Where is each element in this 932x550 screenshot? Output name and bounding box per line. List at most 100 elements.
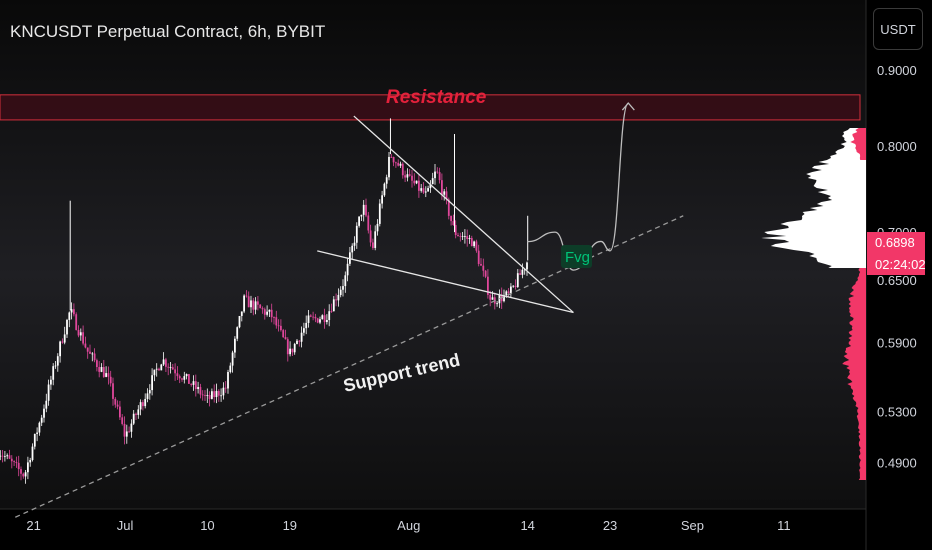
candle-body bbox=[326, 320, 328, 323]
candle-body bbox=[36, 432, 38, 434]
candle-body bbox=[512, 285, 515, 287]
candle-body bbox=[475, 241, 478, 251]
candle-body bbox=[291, 348, 294, 353]
candle-body bbox=[119, 406, 121, 418]
time-tick-label: 21 bbox=[26, 518, 40, 533]
candle-body bbox=[466, 235, 469, 240]
candle-body bbox=[63, 334, 66, 343]
candle-body bbox=[300, 332, 303, 342]
price-tick-label: 0.5900 bbox=[877, 335, 917, 350]
candle-body bbox=[70, 309, 73, 313]
candle-body bbox=[309, 315, 312, 317]
candle-body bbox=[162, 359, 165, 365]
candle-body bbox=[323, 315, 326, 323]
candle-body bbox=[137, 409, 140, 415]
candle-body bbox=[330, 311, 333, 313]
candle-body bbox=[378, 203, 381, 224]
candle-body bbox=[358, 216, 360, 226]
candle-body bbox=[121, 417, 124, 424]
price-tick-label: 0.5300 bbox=[877, 405, 917, 420]
candle-body bbox=[342, 286, 344, 290]
candle-body bbox=[369, 230, 372, 243]
candle-body bbox=[6, 455, 9, 457]
candle-body bbox=[454, 225, 457, 236]
candle-body bbox=[457, 235, 459, 237]
candle-body bbox=[353, 242, 356, 246]
candle-body bbox=[408, 174, 411, 176]
candle-body bbox=[275, 317, 278, 326]
candle-body bbox=[266, 311, 268, 315]
candle-body bbox=[385, 177, 388, 184]
candle-body bbox=[238, 315, 241, 328]
candle-body bbox=[188, 374, 190, 384]
candle-body bbox=[77, 329, 80, 336]
current-price-label: 0.6898 bbox=[867, 232, 925, 254]
candle-body bbox=[43, 408, 45, 418]
candle-body bbox=[183, 376, 186, 380]
candle-body bbox=[54, 365, 57, 367]
candle-body bbox=[155, 368, 158, 370]
candle-body bbox=[247, 296, 250, 308]
candle-body bbox=[427, 188, 429, 192]
candle-body bbox=[130, 423, 133, 432]
candle-body bbox=[411, 175, 413, 181]
triangle-trend-line bbox=[317, 250, 574, 314]
candle-body bbox=[422, 188, 425, 193]
candle-body bbox=[257, 301, 259, 305]
candle-body bbox=[441, 180, 443, 195]
candle-body bbox=[135, 413, 137, 415]
candle-body bbox=[406, 174, 409, 178]
candle-body bbox=[477, 250, 480, 264]
candle-body bbox=[374, 231, 377, 248]
resistance-zone-box bbox=[0, 94, 861, 121]
price-tick-label: 0.8000 bbox=[877, 139, 917, 154]
candle-body bbox=[100, 367, 103, 372]
candle-body bbox=[392, 157, 395, 163]
candle-body bbox=[160, 364, 163, 371]
candle-body bbox=[344, 275, 347, 287]
candle-body bbox=[86, 347, 89, 352]
resistance-label: Resistance bbox=[386, 87, 487, 108]
time-axis-labels: 21 Jul 10 19 Aug 14 23 Sep 11 bbox=[26, 518, 790, 533]
candle-body bbox=[227, 372, 229, 389]
candle-body bbox=[507, 291, 510, 293]
candle-body bbox=[105, 373, 107, 377]
candle-body bbox=[89, 351, 91, 354]
projection-arrowhead bbox=[621, 102, 635, 111]
candle-body bbox=[328, 311, 331, 321]
candle-body bbox=[171, 367, 174, 370]
candle-body bbox=[273, 317, 275, 318]
currency-selector[interactable]: USDT bbox=[873, 8, 923, 50]
candle-body bbox=[450, 215, 452, 222]
candle-body bbox=[75, 314, 78, 330]
candle-body bbox=[31, 446, 34, 460]
candle-body bbox=[284, 337, 287, 340]
time-tick-label: Sep bbox=[681, 518, 704, 533]
candle-body bbox=[169, 367, 172, 369]
candle-body bbox=[93, 353, 96, 361]
candle-body bbox=[339, 289, 342, 295]
candle-body bbox=[491, 297, 494, 300]
candle-body bbox=[303, 328, 305, 333]
candle-body bbox=[24, 472, 27, 477]
candle-body bbox=[102, 367, 105, 377]
candle-body bbox=[376, 223, 379, 232]
candle-body bbox=[73, 309, 75, 315]
candle-body bbox=[98, 367, 101, 372]
candle-body bbox=[337, 294, 340, 301]
resistance-zone bbox=[0, 94, 861, 121]
candle-body bbox=[176, 373, 179, 377]
candle-body bbox=[484, 270, 487, 277]
candle-body bbox=[388, 156, 390, 178]
candle-body bbox=[319, 319, 321, 323]
candle-body bbox=[268, 309, 271, 312]
candle-body bbox=[390, 156, 393, 158]
candle-body bbox=[79, 332, 82, 336]
candle-body bbox=[335, 299, 337, 301]
candle-body bbox=[114, 398, 117, 405]
candle-body bbox=[314, 316, 317, 319]
candle-body bbox=[443, 191, 446, 195]
candle-body bbox=[381, 195, 383, 204]
